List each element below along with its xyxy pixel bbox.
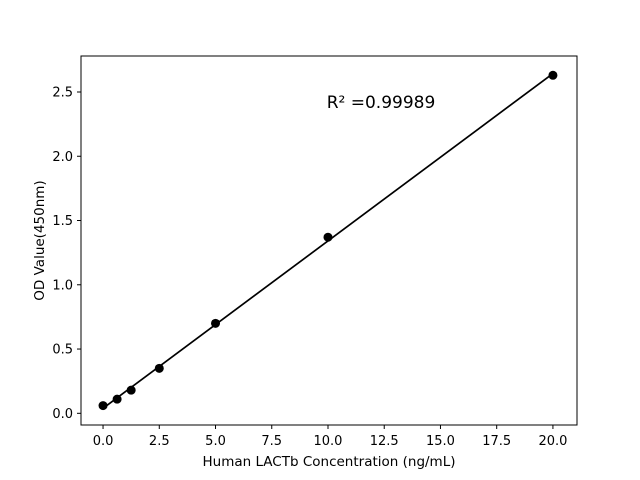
data-point <box>211 318 221 328</box>
y-tick-label: 2.5 <box>52 85 73 100</box>
x-axis-ticks: 0.0 2.5 5.0 7.5 10.0 12.5 15.0 17.5 20.0 <box>93 425 567 449</box>
x-tick-label: 7.5 <box>261 434 282 449</box>
x-tick-label: 10.0 <box>314 434 343 449</box>
y-tick-label: 0.5 <box>52 343 73 358</box>
plot-area <box>80 55 578 426</box>
y-axis-label: OD Value(450nm) <box>32 180 48 300</box>
y-tick-label: 1.0 <box>52 278 73 293</box>
y-tick-label: 0.0 <box>52 407 73 422</box>
x-tick-label: 0.0 <box>93 434 114 449</box>
y-tick-label: 1.5 <box>52 214 73 229</box>
data-point <box>98 401 108 411</box>
x-tick-label: 12.5 <box>370 434 399 449</box>
data-point <box>323 232 333 242</box>
x-tick-label: 2.5 <box>149 434 170 449</box>
r-squared-annotation: R² =0.99989 <box>327 93 436 113</box>
y-tick-label: 2.0 <box>52 150 73 165</box>
x-tick-label: 17.5 <box>482 434 511 449</box>
data-point <box>112 394 122 404</box>
data-point <box>154 363 164 373</box>
x-tick-label: 20.0 <box>538 434 567 449</box>
x-tick-label: 15.0 <box>426 434 455 449</box>
data-point <box>548 70 558 80</box>
data-point <box>126 385 136 395</box>
y-axis-ticks: 0.0 0.5 1.0 1.5 2.0 2.5 <box>52 85 81 422</box>
x-axis-label: Human LACTb Concentration (ng/mL) <box>202 454 455 470</box>
x-tick-label: 5.0 <box>205 434 226 449</box>
data-series <box>98 70 558 411</box>
